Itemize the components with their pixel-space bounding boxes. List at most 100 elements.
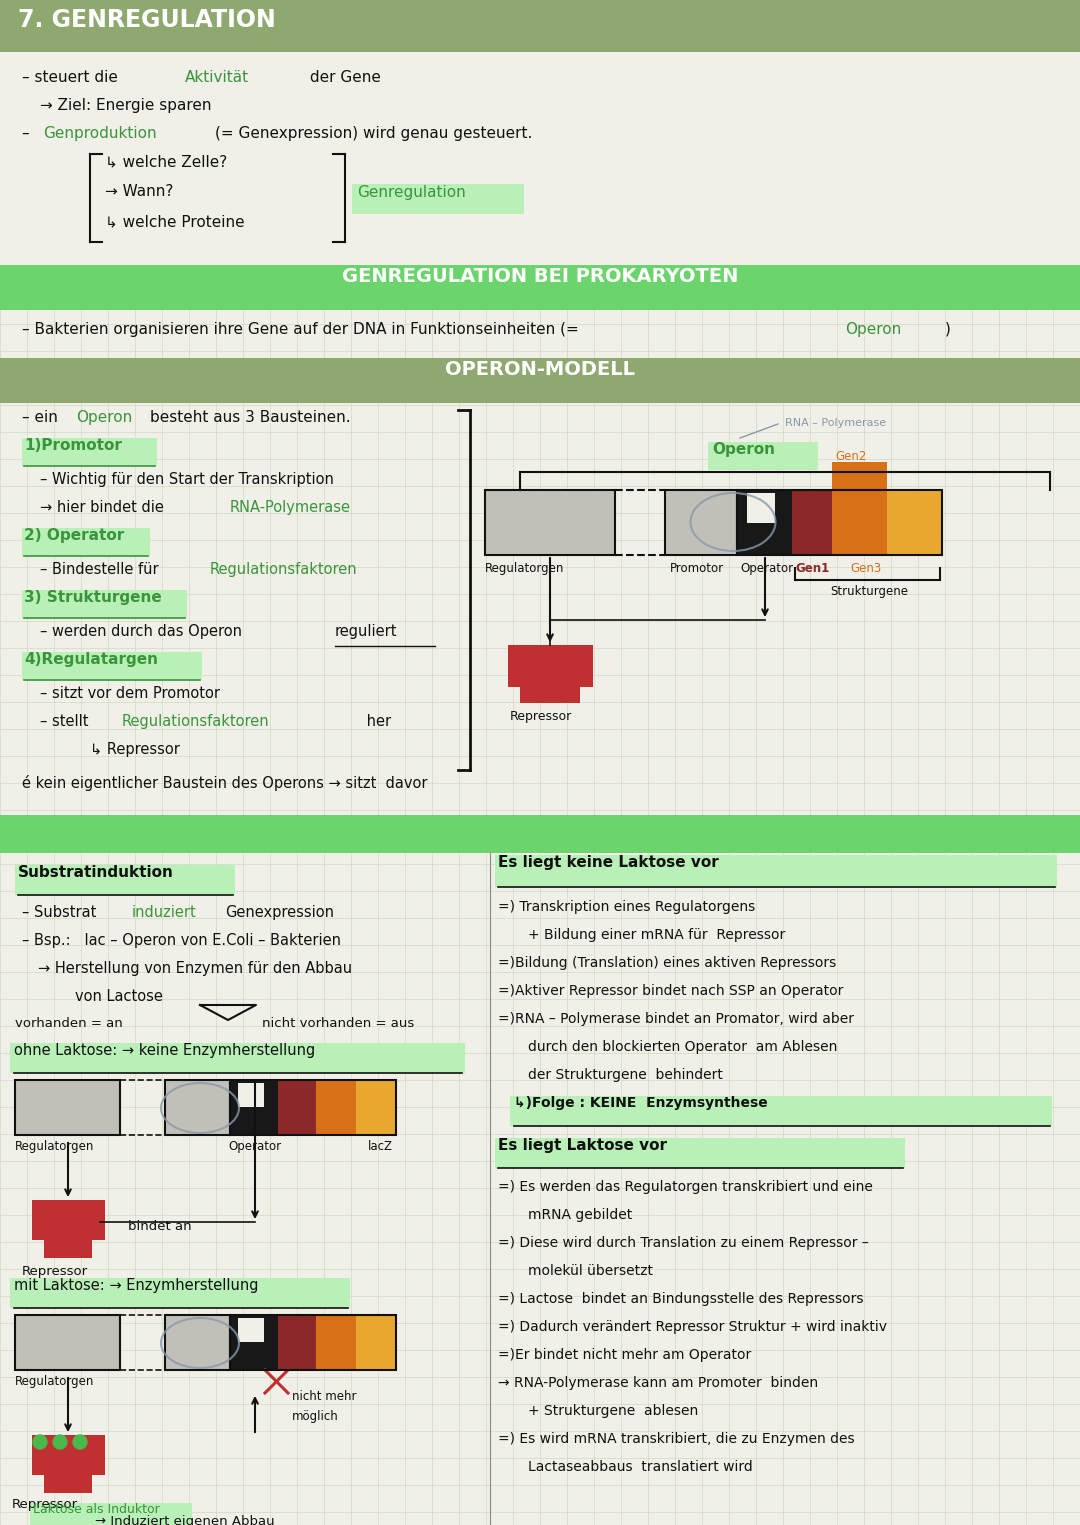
Text: 2) Operator: 2) Operator — [24, 528, 124, 543]
Bar — [165, 1080, 230, 1135]
Bar — [495, 1138, 905, 1168]
Bar — [792, 490, 832, 555]
Text: Strukturgene: Strukturgene — [831, 586, 908, 598]
Text: Operon: Operon — [845, 322, 901, 337]
Text: – sitzt vor dem Promotor: – sitzt vor dem Promotor — [40, 686, 220, 702]
Text: 7. GENREGULATION: 7. GENREGULATION — [18, 8, 275, 32]
Text: – Wichtig für den Start der Transkription: – Wichtig für den Start der Transkriptio… — [40, 473, 334, 486]
Bar — [22, 590, 187, 618]
Text: Operator: Operator — [740, 563, 793, 575]
Text: der Gene: der Gene — [305, 70, 381, 85]
Bar — [0, 358, 1080, 403]
Bar — [15, 1080, 120, 1135]
Text: besteht aus 3 Bausteinen.: besteht aus 3 Bausteinen. — [150, 410, 351, 425]
Text: (= Genexpression) wird genau gesteuert.: (= Genexpression) wird genau gesteuert. — [215, 127, 532, 140]
Bar — [747, 493, 775, 523]
Bar — [519, 686, 580, 703]
Bar — [485, 490, 615, 555]
Bar — [22, 528, 150, 557]
Text: nicht mehr: nicht mehr — [292, 1389, 356, 1403]
Text: =)RNA – Polymerase bindet an Promator, wird aber: =)RNA – Polymerase bindet an Promator, w… — [498, 1013, 854, 1026]
Text: Repressor: Repressor — [510, 711, 572, 723]
Bar — [10, 1278, 350, 1308]
Text: Regulatorgen: Regulatorgen — [15, 1141, 94, 1153]
Bar — [44, 1240, 92, 1258]
Bar — [15, 1315, 120, 1369]
Text: Laktose als Induktor: Laktose als Induktor — [33, 1504, 160, 1516]
Text: Genproduktion: Genproduktion — [43, 127, 157, 140]
Text: Regulatorgen: Regulatorgen — [485, 563, 565, 575]
Text: Genregulation: Genregulation — [357, 185, 465, 200]
Text: RNA-Polymerase: RNA-Polymerase — [230, 500, 351, 515]
Bar — [0, 814, 1080, 852]
Text: + Bildung einer mRNA für  Repressor: + Bildung einer mRNA für Repressor — [528, 929, 785, 942]
Text: ): ) — [945, 322, 950, 337]
Text: – ein: – ein — [22, 410, 63, 425]
Text: Es liegt keine Laktose vor: Es liegt keine Laktose vor — [498, 856, 719, 869]
Text: – steuert die: – steuert die — [22, 70, 123, 85]
Bar — [832, 462, 887, 555]
Text: =) Transkription eines Regulatorgens: =) Transkription eines Regulatorgens — [498, 900, 755, 913]
Text: 4)Regulatargen: 4)Regulatargen — [24, 653, 158, 666]
Bar — [0, 0, 1080, 52]
Text: Operator: Operator — [228, 1141, 281, 1153]
Bar — [316, 1080, 356, 1135]
Bar — [356, 1080, 396, 1135]
Bar — [665, 490, 737, 555]
Bar — [10, 1043, 465, 1074]
Text: ohne Laktose: → keine Enzymherstellung: ohne Laktose: → keine Enzymherstellung — [14, 1043, 315, 1058]
Bar — [238, 1083, 264, 1107]
Bar — [230, 1080, 396, 1135]
Bar — [352, 185, 524, 214]
Text: Repressor: Repressor — [22, 1266, 89, 1278]
Text: möglich: möglich — [292, 1411, 339, 1423]
Text: Substratinduktion: Substratinduktion — [18, 865, 174, 880]
Text: reguliert: reguliert — [335, 624, 397, 639]
Text: induziert: induziert — [132, 904, 197, 920]
Bar — [32, 1200, 105, 1240]
Text: → Herstellung von Enzymen für den Abbau: → Herstellung von Enzymen für den Abbau — [38, 961, 352, 976]
Text: → RNA-Polymerase kann am Promoter  binden: → RNA-Polymerase kann am Promoter binden — [498, 1376, 819, 1389]
Text: – werden durch das Operon: – werden durch das Operon — [40, 624, 246, 639]
Text: GENREGULATION BEI PROKARYOTEN: GENREGULATION BEI PROKARYOTEN — [341, 267, 739, 287]
Text: Aktivität: Aktivität — [185, 70, 249, 85]
Text: Gen2: Gen2 — [835, 450, 866, 464]
Text: Promotor: Promotor — [670, 563, 724, 575]
Circle shape — [73, 1435, 87, 1449]
Text: =) Lactose  bindet an Bindungsstelle des Repressors: =) Lactose bindet an Bindungsstelle des … — [498, 1292, 864, 1305]
Text: =) Es werden das Regulatorgen transkribiert und eine: =) Es werden das Regulatorgen transkribi… — [498, 1180, 873, 1194]
Text: nicht vorhanden = aus: nicht vorhanden = aus — [262, 1017, 415, 1029]
Bar — [238, 1318, 264, 1342]
Text: von Lactose: von Lactose — [75, 990, 163, 1003]
Text: =)Er bindet nicht mehr am Operator: =)Er bindet nicht mehr am Operator — [498, 1348, 752, 1362]
Bar — [495, 856, 1057, 888]
Bar — [230, 1315, 278, 1369]
Bar — [0, 52, 1080, 265]
Text: –: – — [22, 127, 35, 140]
Circle shape — [53, 1435, 67, 1449]
Text: Gen1: Gen1 — [795, 563, 829, 575]
Bar — [316, 1315, 356, 1369]
Bar — [44, 1475, 92, 1493]
Bar — [230, 1080, 278, 1135]
Bar — [708, 442, 818, 470]
Text: Operon: Operon — [76, 410, 132, 425]
Text: – Bsp.:   lac – Operon von E.Coli – Bakterien: – Bsp.: lac – Operon von E.Coli – Bakter… — [22, 933, 341, 949]
Text: → Ziel: Energie sparen: → Ziel: Energie sparen — [40, 98, 212, 113]
Bar — [887, 490, 942, 555]
Bar — [30, 1504, 192, 1525]
Text: Genexpression: Genexpression — [225, 904, 334, 920]
Text: Lactaseabbaus  translatiert wird: Lactaseabbaus translatiert wird — [528, 1459, 753, 1475]
Text: =)Aktiver Repressor bindet nach SSP an Operator: =)Aktiver Repressor bindet nach SSP an O… — [498, 984, 843, 997]
Text: =)Bildung (Translation) eines aktiven Repressors: =)Bildung (Translation) eines aktiven Re… — [498, 956, 836, 970]
Text: – Bindestelle für: – Bindestelle für — [40, 563, 163, 576]
Text: ↳ Repressor: ↳ Repressor — [90, 743, 180, 756]
Text: her: her — [362, 714, 391, 729]
Bar — [278, 1315, 316, 1369]
Text: durch den blockierten Operator  am Ablesen: durch den blockierten Operator am Ablese… — [528, 1040, 837, 1054]
Text: lacZ: lacZ — [368, 1141, 393, 1153]
Bar — [510, 1096, 1052, 1125]
Text: Es liegt Laktose vor: Es liegt Laktose vor — [498, 1138, 667, 1153]
Bar — [22, 653, 202, 680]
Bar — [22, 438, 157, 467]
